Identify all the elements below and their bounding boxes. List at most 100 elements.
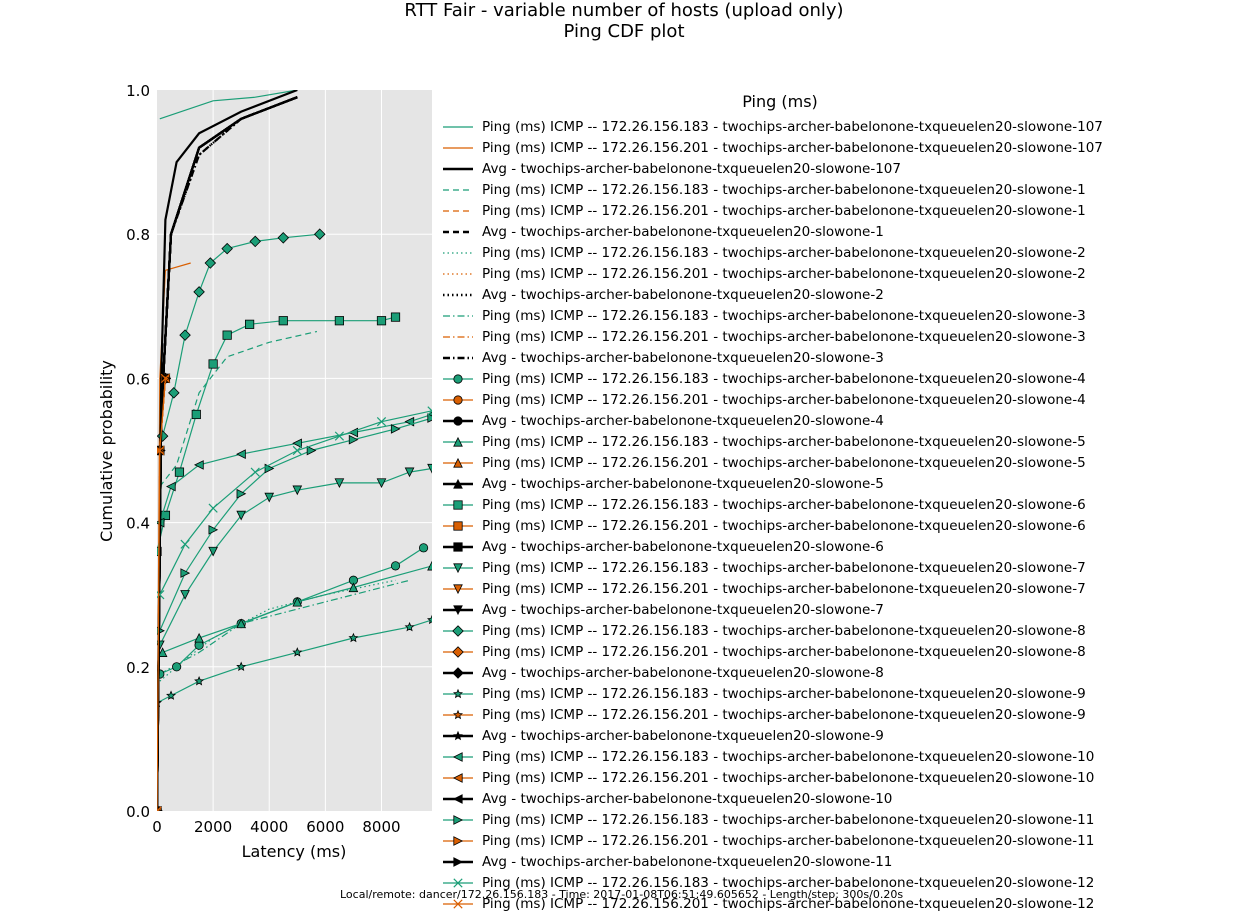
chart-title: RTT Fair - variable number of hosts (upl… <box>404 0 843 21</box>
data-point <box>292 596 303 607</box>
data-point <box>292 485 303 496</box>
legend-item: Avg - twochips-archer-babelonone-txqueue… <box>440 347 884 368</box>
series-line-37 <box>159 410 432 595</box>
legend-item: Ping (ms) ICMP -- 172.26.156.201 - twoch… <box>440 767 1094 788</box>
legend-label: Avg - twochips-archer-babelonone-txqueue… <box>482 475 884 492</box>
legend-swatch <box>443 751 473 762</box>
legend-label: Avg - twochips-archer-babelonone-txqueue… <box>482 160 901 177</box>
legend-marker <box>453 436 463 447</box>
legend-swatch <box>443 562 473 573</box>
legend-item: Avg - twochips-archer-babelonone-txqueue… <box>440 221 884 242</box>
legend-label: Avg - twochips-archer-babelonone-txqueue… <box>482 601 884 618</box>
legend-swatch <box>443 251 473 254</box>
data-point <box>313 228 326 240</box>
data-point <box>180 539 190 549</box>
legend-label: Ping (ms) ICMP -- 172.26.156.201 - twoch… <box>482 643 1086 660</box>
legend-swatch <box>443 835 473 846</box>
legend-marker <box>452 751 463 762</box>
legend-item: Ping (ms) ICMP -- 172.26.156.183 - twoch… <box>440 431 1086 452</box>
legend-item: Ping (ms) ICMP -- 172.26.156.201 - twoch… <box>440 830 1094 851</box>
legend-swatch <box>443 624 473 637</box>
data-point <box>376 316 387 326</box>
legend-item: Ping (ms) ICMP -- 172.26.156.201 - twoch… <box>440 452 1086 473</box>
legend-item: Ping (ms) ICMP -- 172.26.156.183 - twoch… <box>440 872 1094 893</box>
legend-swatch <box>443 604 473 615</box>
data-point <box>334 431 345 441</box>
data-point <box>306 445 317 456</box>
legend-swatch <box>443 772 473 783</box>
data-point <box>180 568 191 578</box>
data-point <box>179 329 191 341</box>
legend-item: Ping (ms) ICMP -- 172.26.156.201 - twoch… <box>440 326 1086 347</box>
series-line-4 <box>159 330 318 487</box>
legend-swatch <box>443 293 473 296</box>
footer-info: Local/remote: dancer/172.26.156.183 - Ti… <box>340 888 904 901</box>
data-point <box>194 632 204 643</box>
legend-item: Avg - twochips-archer-babelonone-txqueue… <box>440 788 892 809</box>
legend-item: Ping (ms) ICMP -- 172.26.156.183 - twoch… <box>440 242 1086 263</box>
series-group <box>157 90 432 811</box>
legend-swatch <box>443 335 473 338</box>
legend-item: Ping (ms) ICMP -- 172.26.156.183 - twoch… <box>440 620 1086 641</box>
legend-swatch <box>443 415 473 426</box>
data-point <box>334 316 344 326</box>
data-point <box>236 449 246 459</box>
legend-swatch <box>443 709 473 719</box>
x-axis-label: Latency (ms) <box>242 842 347 861</box>
legend-swatch <box>443 394 473 405</box>
x-tick-label: 6000 <box>306 818 344 836</box>
data-point <box>236 488 247 499</box>
legend-swatch <box>443 356 473 359</box>
legend-marker <box>453 541 463 552</box>
data-point <box>418 543 429 553</box>
x-tick-label: 4000 <box>250 818 288 836</box>
legend-swatch <box>443 877 473 888</box>
data-point <box>165 481 176 492</box>
legend-swatch <box>443 478 473 489</box>
legend-label: Ping (ms) ICMP -- 172.26.156.183 - twoch… <box>482 874 1095 891</box>
legend-label: Ping (ms) ICMP -- 172.26.156.201 - twoch… <box>482 832 1095 849</box>
legend-item: Avg - twochips-archer-babelonone-txqueue… <box>440 158 901 179</box>
series-line-36 <box>157 96 298 811</box>
data-point <box>221 242 233 255</box>
data-point <box>427 413 432 423</box>
legend-item: Ping (ms) ICMP -- 172.26.156.183 - twoch… <box>440 494 1086 515</box>
data-point <box>191 409 201 420</box>
legend-swatch <box>443 583 473 594</box>
data-point <box>157 647 168 657</box>
legend-swatch <box>443 188 473 191</box>
legend-label: Ping (ms) ICMP -- 172.26.156.201 - twoch… <box>482 139 1103 156</box>
data-point <box>278 316 288 326</box>
chart-subtitle: Ping CDF plot <box>563 21 684 42</box>
data-point <box>204 257 217 269</box>
legend-item: Avg - twochips-archer-babelonone-txqueue… <box>440 473 884 494</box>
legend-label: Avg - twochips-archer-babelonone-txqueue… <box>482 538 884 555</box>
legend-item: Ping (ms) ICMP -- 172.26.156.183 - twoch… <box>440 557 1086 578</box>
legend-swatch <box>443 436 473 447</box>
data-point <box>208 503 218 513</box>
data-point <box>174 467 185 477</box>
plot-background <box>157 90 432 811</box>
legend-label: Ping (ms) ICMP -- 172.26.156.201 - twoch… <box>482 202 1086 219</box>
legend-label: Avg - twochips-archer-babelonone-txqueue… <box>482 727 884 744</box>
data-point <box>376 417 387 427</box>
legend-swatch <box>443 666 473 679</box>
series-line-28 <box>157 619 432 704</box>
data-point <box>348 582 359 593</box>
legend-item: Ping (ms) ICMP -- 172.26.156.183 - twoch… <box>440 116 1103 137</box>
legend-item: Ping (ms) ICMP -- 172.26.156.183 - twoch… <box>440 179 1086 200</box>
data-point <box>334 478 345 489</box>
x-tick-label: 0 <box>152 818 162 836</box>
data-point <box>404 467 415 478</box>
data-point <box>292 647 303 657</box>
legend-marker <box>453 856 464 867</box>
legend-label: Ping (ms) ICMP -- 172.26.156.183 - twoch… <box>482 685 1086 702</box>
data-point <box>222 330 232 340</box>
legend-swatch <box>443 146 473 149</box>
legend-swatch <box>443 688 473 698</box>
data-point <box>348 632 359 643</box>
legend-marker <box>453 583 463 594</box>
data-point <box>236 661 247 672</box>
legend-title: Ping (ms) <box>742 92 818 111</box>
legend-item: Avg - twochips-archer-babelonone-txqueue… <box>440 410 884 431</box>
